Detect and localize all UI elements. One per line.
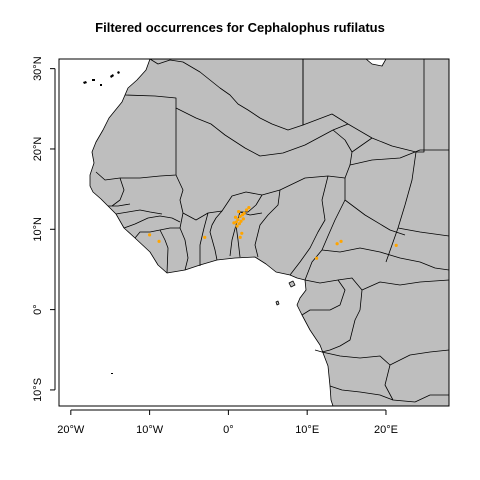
occurrence-points [148, 205, 398, 260]
occurrence-point [157, 239, 161, 243]
occurrence-point [339, 239, 343, 243]
map-title: Filtered occurrences for Cephalophus ruf… [95, 20, 385, 35]
occurrence-point [238, 235, 242, 239]
occurrence-point [335, 242, 339, 246]
country-borders [95, 59, 449, 403]
x-tick-label: 20°W [57, 424, 85, 436]
sao-tome-island [275, 300, 280, 306]
occurrence-point [236, 218, 240, 222]
x-tick-label: 0° [223, 424, 234, 436]
occurrence-point [239, 219, 243, 223]
occurrence-point [315, 256, 319, 260]
occurrence-point [237, 210, 241, 214]
y-tick-label: 0° [32, 304, 44, 315]
y-tick-label: 20°N [32, 137, 44, 162]
occurrence-point [237, 222, 242, 226]
occurrence-point [247, 205, 251, 210]
occurrence-point [235, 224, 239, 228]
x-tick-label: 20°E [374, 424, 398, 436]
occurrence-point [242, 211, 246, 215]
occurrence-point [241, 217, 245, 221]
bioko-island [288, 280, 296, 288]
x-tick-label: 10°E [295, 424, 319, 436]
occurrence-point [244, 208, 249, 212]
x-axis: 20°W 10°W 0° 10°E 20°E [57, 409, 398, 436]
canary-islands [83, 71, 120, 86]
africa-landmass [89, 59, 449, 406]
occurrence-point [232, 221, 236, 225]
y-axis: 10°S 0° 10°N 20°N 30°N [32, 56, 56, 402]
occurrence-point [394, 243, 398, 247]
occurrence-point [233, 215, 238, 219]
occurrence-point [238, 214, 242, 219]
occurrence-point [240, 231, 244, 235]
occurrence-point [203, 235, 207, 239]
occurrence-point [148, 233, 152, 237]
y-tick-label: 10°N [32, 217, 44, 242]
x-tick-label: 10°W [136, 424, 164, 436]
plot-frame [58, 58, 450, 407]
y-tick-label: 30°N [32, 56, 44, 81]
y-tick-label: 10°S [32, 378, 44, 402]
map-layer [83, 59, 449, 406]
